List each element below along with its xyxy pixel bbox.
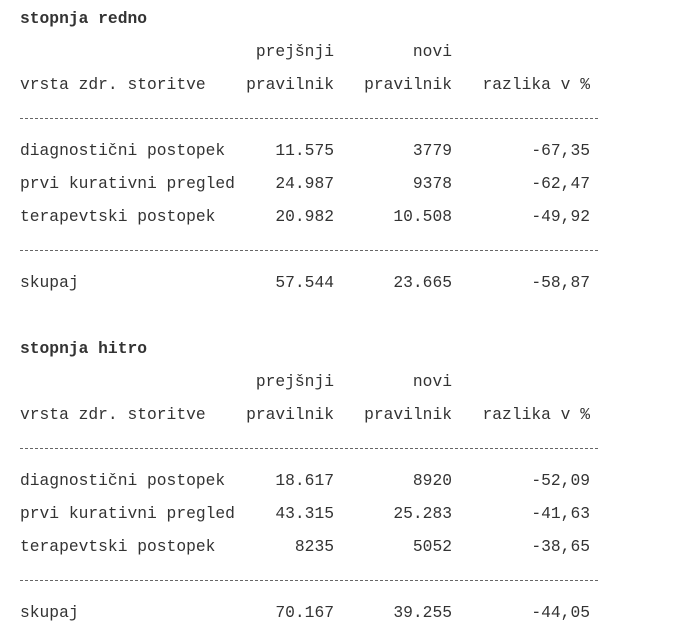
- separator: [20, 580, 598, 581]
- row-label: diagnostični postopek: [20, 141, 226, 160]
- row-cell: 18.617: [275, 471, 334, 490]
- row-cell: 24.987: [275, 174, 334, 193]
- row-cell: -67,35: [531, 141, 590, 160]
- separator: [20, 250, 598, 251]
- header-cell: razlika v %: [482, 75, 590, 94]
- row-cell: 10.508: [393, 207, 452, 226]
- total-cell: 57.544: [275, 273, 334, 292]
- row-label: prvi kurativni pregled: [20, 174, 235, 193]
- total-label: skupaj: [20, 273, 79, 292]
- row-cell: -41,63: [531, 504, 590, 523]
- row-cell: 9378: [412, 174, 452, 193]
- row-cell: 11.575: [275, 141, 334, 160]
- header-cell: prejšnji: [255, 42, 334, 61]
- header-cell: pravilnik: [364, 75, 452, 94]
- row-cell: -49,92: [531, 207, 590, 226]
- header-label: vrsta zdr. storitve: [20, 75, 206, 94]
- row-cell: 43.315: [275, 504, 334, 523]
- header-cell: razlika v %: [482, 405, 590, 424]
- row-cell: 5052: [412, 537, 452, 556]
- row-cell: -62,47: [531, 174, 590, 193]
- total-cell: -44,05: [531, 603, 590, 622]
- header-cell: prejšnji: [255, 372, 334, 391]
- row-label: diagnostični postopek: [20, 471, 226, 490]
- separator: [20, 118, 598, 119]
- row-cell: 8235: [294, 537, 334, 556]
- section-title: stopnja redno: [20, 9, 148, 28]
- header-label: vrsta zdr. storitve: [20, 405, 206, 424]
- row-cell: -38,65: [531, 537, 590, 556]
- total-cell: 39.255: [393, 603, 452, 622]
- row-cell: 3779: [412, 141, 452, 160]
- header-cell: pravilnik: [364, 405, 452, 424]
- row-cell: 8920: [412, 471, 452, 490]
- separator: [20, 448, 598, 449]
- section-title: stopnja hitro: [20, 339, 148, 358]
- header-cell: novi: [412, 42, 452, 61]
- row-cell: 25.283: [393, 504, 452, 523]
- total-cell: 23.665: [393, 273, 452, 292]
- header-cell: novi: [412, 372, 452, 391]
- row-cell: 20.982: [275, 207, 334, 226]
- total-cell: -58,87: [531, 273, 590, 292]
- row-cell: -52,09: [531, 471, 590, 490]
- total-label: skupaj: [20, 603, 79, 622]
- total-cell: 70.167: [275, 603, 334, 622]
- row-label: terapevtski postopek: [20, 537, 216, 556]
- row-label: terapevtski postopek: [20, 207, 216, 226]
- header-cell: pravilnik: [246, 405, 334, 424]
- row-label: prvi kurativni pregled: [20, 504, 235, 523]
- header-cell: pravilnik: [246, 75, 334, 94]
